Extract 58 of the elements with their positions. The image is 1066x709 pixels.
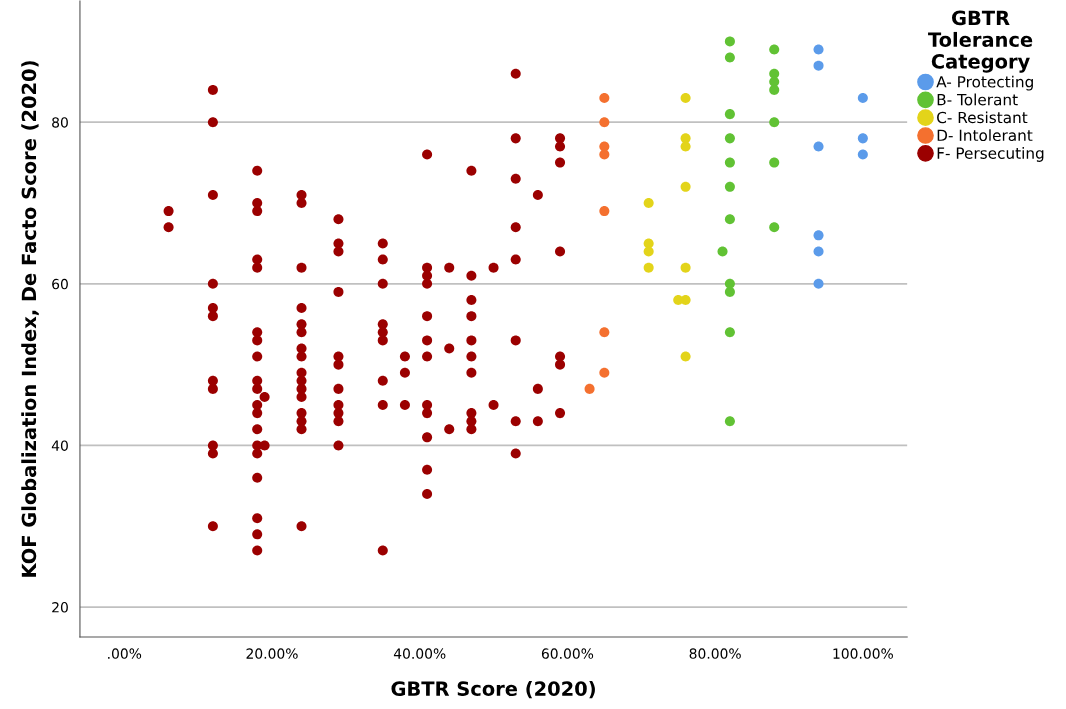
legend-label: A- Protecting <box>936 75 1033 91</box>
legend-label: C- Resistant <box>937 111 1028 124</box>
point <box>857 92 868 103</box>
y-tick-label: 80 <box>52 117 68 128</box>
point <box>680 181 691 192</box>
point <box>724 109 735 120</box>
y-axis-title: KOF Globalization Index, De Facto Score (2020) <box>21 61 39 577</box>
legend-label: D- Intolerant <box>937 129 1033 142</box>
point <box>857 133 868 144</box>
point <box>769 222 780 233</box>
point <box>599 367 610 378</box>
legend-title: GBTR Tolerance Category <box>928 10 1033 73</box>
point <box>680 141 691 152</box>
point <box>724 286 735 297</box>
point <box>643 246 654 257</box>
point <box>724 52 735 63</box>
point <box>599 92 610 103</box>
x-tick-label: 100.00% <box>833 648 893 659</box>
point <box>584 383 595 394</box>
point <box>769 84 780 95</box>
point <box>724 36 735 47</box>
point <box>680 262 691 273</box>
x-tick-label: .00% <box>108 648 142 659</box>
y-tick-label: 40 <box>51 440 68 451</box>
point <box>643 198 654 209</box>
point <box>599 117 610 128</box>
point <box>813 141 824 152</box>
point <box>813 230 824 241</box>
legend-label: B- Tolerant <box>937 93 1018 106</box>
point <box>599 206 610 217</box>
point <box>857 149 868 160</box>
point <box>724 181 735 192</box>
legend-label: F- Persecuting <box>937 147 1044 162</box>
point <box>599 327 610 338</box>
point <box>724 133 735 144</box>
point <box>599 149 610 160</box>
x-axis-title: GBTR Score (2020) <box>391 680 595 699</box>
point <box>643 262 654 273</box>
point <box>813 246 824 257</box>
point <box>724 157 735 168</box>
point <box>724 327 735 338</box>
x-tick-label: 60.00% <box>541 648 594 659</box>
point <box>724 214 735 225</box>
point <box>724 416 735 427</box>
x-tick-label: 20.00% <box>246 648 298 659</box>
point <box>769 117 780 128</box>
point <box>680 351 691 362</box>
point <box>717 246 728 257</box>
point <box>813 60 824 71</box>
y-tick-label: 60 <box>52 278 68 290</box>
point <box>813 44 824 55</box>
point <box>769 44 780 55</box>
y-tick-label: 20 <box>52 602 68 613</box>
point <box>680 92 691 103</box>
x-tick-label: 80.00% <box>689 648 741 659</box>
point <box>769 157 780 168</box>
x-tick-label: 40.00% <box>393 648 446 659</box>
point <box>813 278 824 289</box>
